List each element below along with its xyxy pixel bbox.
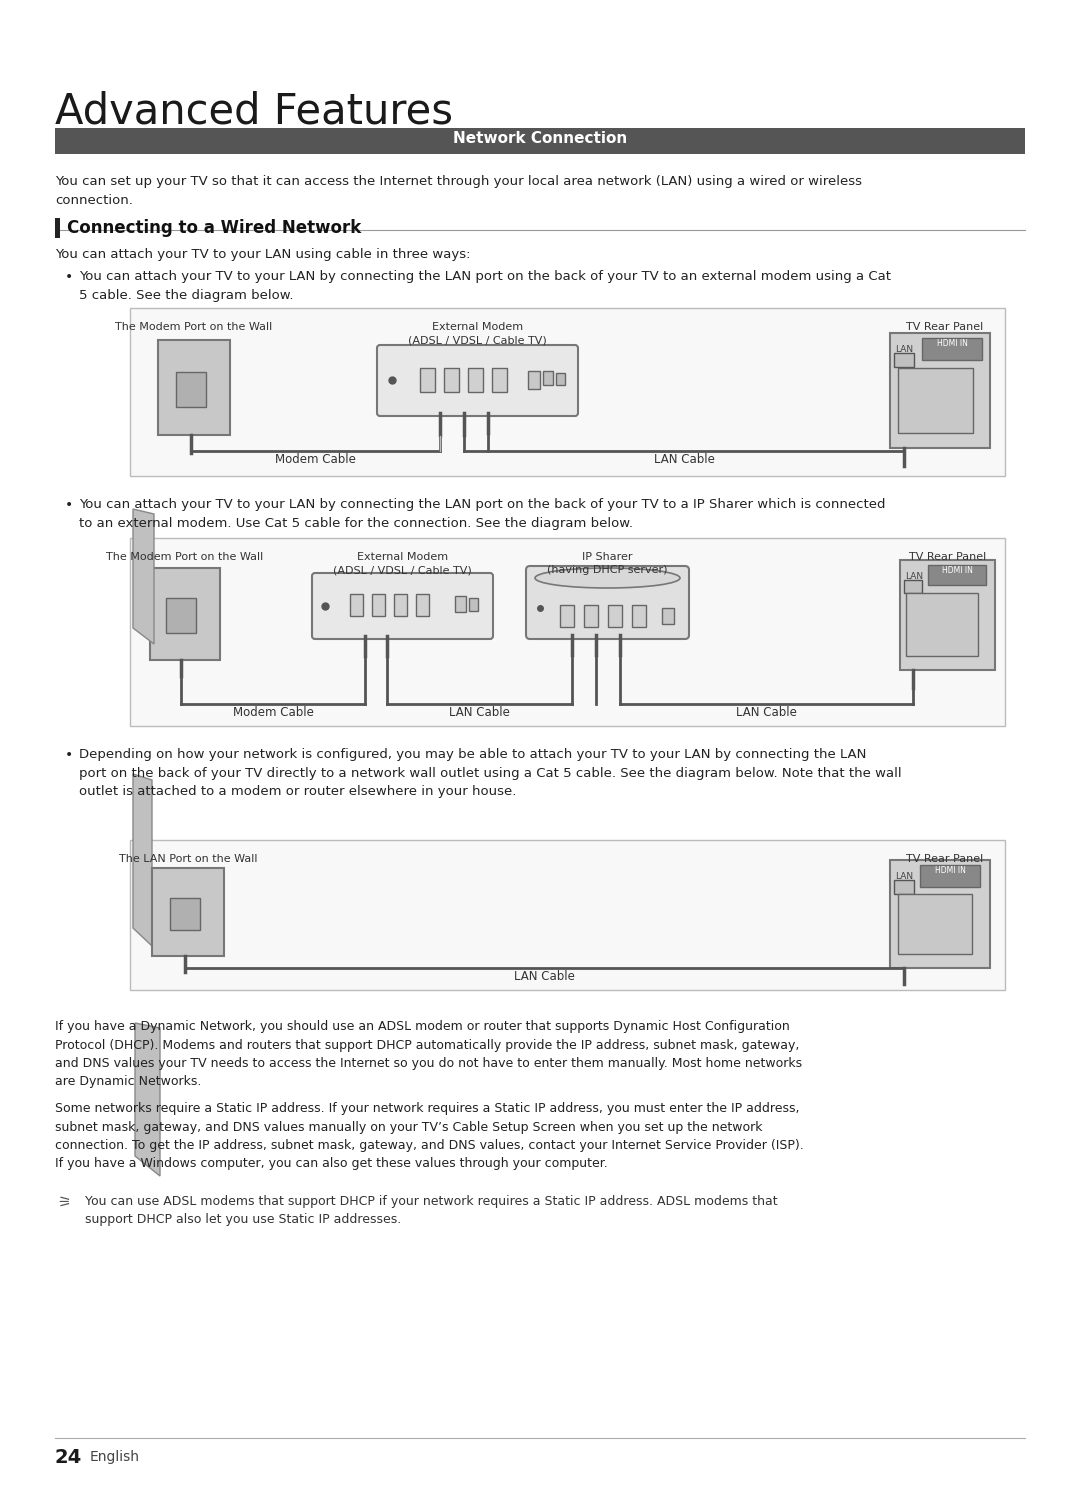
Bar [894,353,914,368]
Bar [130,308,1005,477]
Text: External Modem
(ADSL / VDSL / Cable TV): External Modem (ADSL / VDSL / Cable TV) [333,551,472,575]
FancyBboxPatch shape [377,345,578,415]
Text: The Modem Port on the Wall: The Modem Port on the Wall [106,551,264,562]
Bar [468,368,483,391]
Text: •: • [65,498,73,512]
Ellipse shape [535,568,680,589]
Bar [928,565,986,586]
Text: LAN: LAN [895,872,913,881]
Bar [350,595,363,616]
Text: HDMI IN: HDMI IN [942,566,972,575]
Bar [904,580,922,593]
Text: You can use ADSL modems that support DHCP if your network requires a Static IP a: You can use ADSL modems that support DHC… [85,1195,778,1227]
Bar [608,605,622,627]
Bar [394,595,407,616]
Bar [55,218,60,238]
Bar [166,598,195,633]
Bar [176,372,206,406]
Text: Network Connection: Network Connection [453,131,627,146]
Text: HDMI IN: HDMI IN [936,339,968,348]
Bar [897,368,973,433]
Text: Depending on how your network is configured, you may be able to attach your TV t: Depending on how your network is configu… [79,748,902,798]
Text: The LAN Port on the Wall: The LAN Port on the Wall [119,855,257,864]
Bar [906,593,978,656]
Text: TV Rear Panel: TV Rear Panel [909,551,986,562]
Text: You can set up your TV so that it can access the Internet through your local are: You can set up your TV so that it can ac… [55,175,862,206]
Bar [543,371,553,385]
Text: External Modem
(ADSL / VDSL / Cable TV): External Modem (ADSL / VDSL / Cable TV) [408,323,546,345]
Bar [420,368,435,391]
Bar [455,596,465,613]
Text: Connecting to a Wired Network: Connecting to a Wired Network [67,220,361,238]
Bar [556,374,565,385]
Text: •: • [65,748,73,762]
Bar [528,371,540,388]
Text: You can attach your TV to your LAN using cable in three ways:: You can attach your TV to your LAN using… [55,248,471,261]
Text: The Modem Port on the Wall: The Modem Port on the Wall [116,323,272,332]
Text: LAN Cable: LAN Cable [514,970,575,983]
Text: HDMI IN: HDMI IN [934,867,966,875]
Bar [372,595,384,616]
Polygon shape [133,774,152,946]
Bar [150,568,220,660]
Text: Modem Cable: Modem Cable [275,453,356,466]
Bar [922,338,982,360]
Text: Advanced Features: Advanced Features [55,90,453,131]
Text: Modem Cable: Modem Cable [232,707,313,719]
Text: •: • [65,270,73,284]
Text: LAN: LAN [905,572,923,581]
Text: ⚞: ⚞ [57,1195,70,1210]
Bar [561,605,573,627]
Bar [632,605,646,627]
Bar [416,595,429,616]
Bar [158,341,230,435]
Bar [897,893,972,955]
Polygon shape [133,509,154,644]
Bar [890,333,990,448]
Bar [894,880,914,893]
Bar [920,865,980,887]
Text: You can attach your TV to your LAN by connecting the LAN port on the back of you: You can attach your TV to your LAN by co… [79,498,886,529]
Bar [469,598,478,611]
Text: 24: 24 [55,1448,82,1467]
Text: LAN Cable: LAN Cable [449,707,510,719]
Polygon shape [135,1023,160,1176]
Bar [584,605,598,627]
Text: LAN Cable: LAN Cable [653,453,715,466]
Bar [444,368,459,391]
Text: LAN: LAN [895,345,913,354]
Text: TV Rear Panel: TV Rear Panel [906,323,984,332]
Bar [130,538,1005,726]
Text: IP Sharer
(having DHCP server): IP Sharer (having DHCP server) [548,551,667,575]
Bar [890,861,990,968]
FancyBboxPatch shape [526,566,689,639]
FancyBboxPatch shape [312,574,492,639]
Bar [130,840,1005,991]
Bar [170,898,200,929]
Bar [55,128,1025,154]
Bar [492,368,507,391]
Text: If you have a Dynamic Network, you should use an ADSL modem or router that suppo: If you have a Dynamic Network, you shoul… [55,1020,802,1089]
Text: TV Rear Panel: TV Rear Panel [906,855,984,864]
Text: LAN Cable: LAN Cable [737,707,797,719]
Bar [662,608,674,624]
Bar [152,868,224,956]
Text: Some networks require a Static IP address. If your network requires a Static IP : Some networks require a Static IP addres… [55,1103,804,1170]
Text: You can attach your TV to your LAN by connecting the LAN port on the back of you: You can attach your TV to your LAN by co… [79,270,891,302]
Bar [900,560,995,669]
Text: English: English [90,1451,140,1464]
